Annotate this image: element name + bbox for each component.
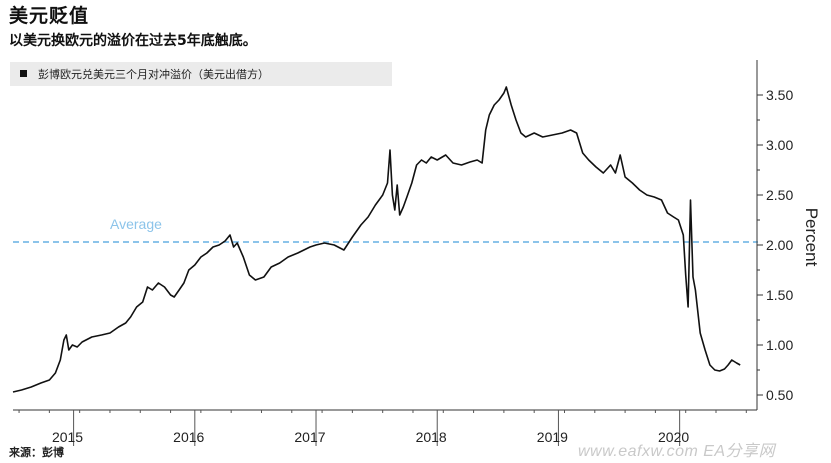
- y-tick-label: 0.50: [766, 387, 793, 403]
- x-year-label: 2016: [173, 429, 204, 445]
- chart-title: 美元贬值: [9, 5, 90, 27]
- series-line: [12, 86, 741, 393]
- y-axis-title: Percent: [802, 208, 821, 267]
- legend-box: [10, 62, 392, 86]
- y-tick-label: 2.50: [766, 187, 793, 203]
- y-tick-label: 3.50: [766, 87, 793, 103]
- y-tick-label: 1.00: [766, 337, 793, 353]
- x-year-label: 2015: [52, 429, 83, 445]
- plot-area: 彭博欧元兑美元三个月对冲溢价（美元出借方） Average 0.50 1.00 1.50…: [10, 60, 821, 446]
- source-note: 来源：彭博: [9, 446, 64, 459]
- y-tick-label: 3.00: [766, 137, 793, 153]
- watermark: www.eafxw.com EA分享网: [578, 443, 776, 460]
- legend-label: 彭博欧元兑美元三个月对冲溢价（美元出借方）: [38, 67, 269, 81]
- x-year-label: 2019: [537, 429, 568, 445]
- x-year-label: 2017: [294, 429, 325, 445]
- chart-subtitle: 以美元换欧元的溢价在过去5年底触底。: [9, 33, 257, 49]
- y-tick-label: 2.00: [766, 237, 793, 253]
- x-year-label: 2020: [658, 429, 689, 445]
- y-tick-label: 1.50: [766, 287, 793, 303]
- average-label: Average: [110, 216, 162, 232]
- legend-swatch: [20, 70, 27, 77]
- x-year-label: 2018: [416, 429, 447, 445]
